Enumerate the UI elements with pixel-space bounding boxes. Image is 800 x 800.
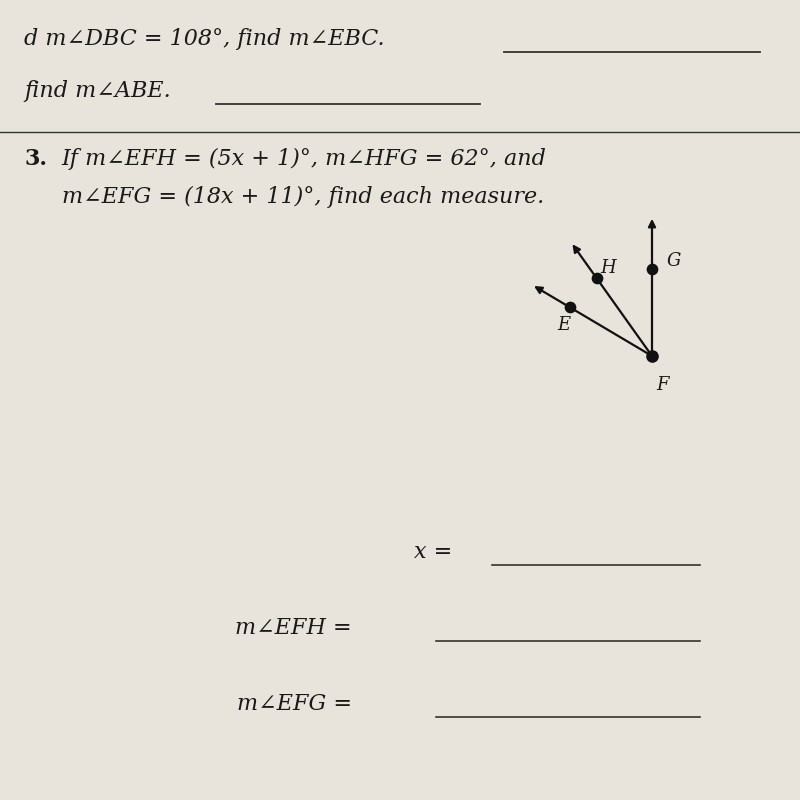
Text: d m∠DBC = 108°, find m∠EBC.: d m∠DBC = 108°, find m∠EBC. (24, 28, 385, 50)
Text: m∠EFH =: m∠EFH = (235, 617, 352, 639)
Text: m∠EFG =: m∠EFG = (237, 693, 352, 715)
Point (564, 301, 577, 314)
Text: E: E (558, 316, 571, 334)
Text: m∠EFG = (18x + 11)°, find each measure.: m∠EFG = (18x + 11)°, find each measure. (62, 186, 544, 208)
Text: If m∠EFH = (5x + 1)°, m∠HFG = 62°, and: If m∠EFH = (5x + 1)°, m∠HFG = 62°, and (62, 148, 546, 170)
Text: H: H (601, 259, 617, 277)
Text: x =: x = (414, 541, 452, 563)
Text: G: G (666, 252, 681, 270)
Text: 3.: 3. (24, 148, 47, 170)
Text: find m∠ABE.: find m∠ABE. (24, 80, 170, 102)
Point (590, 272, 603, 285)
Point (646, 350, 658, 362)
Text: F: F (656, 376, 669, 394)
Point (646, 262, 658, 275)
